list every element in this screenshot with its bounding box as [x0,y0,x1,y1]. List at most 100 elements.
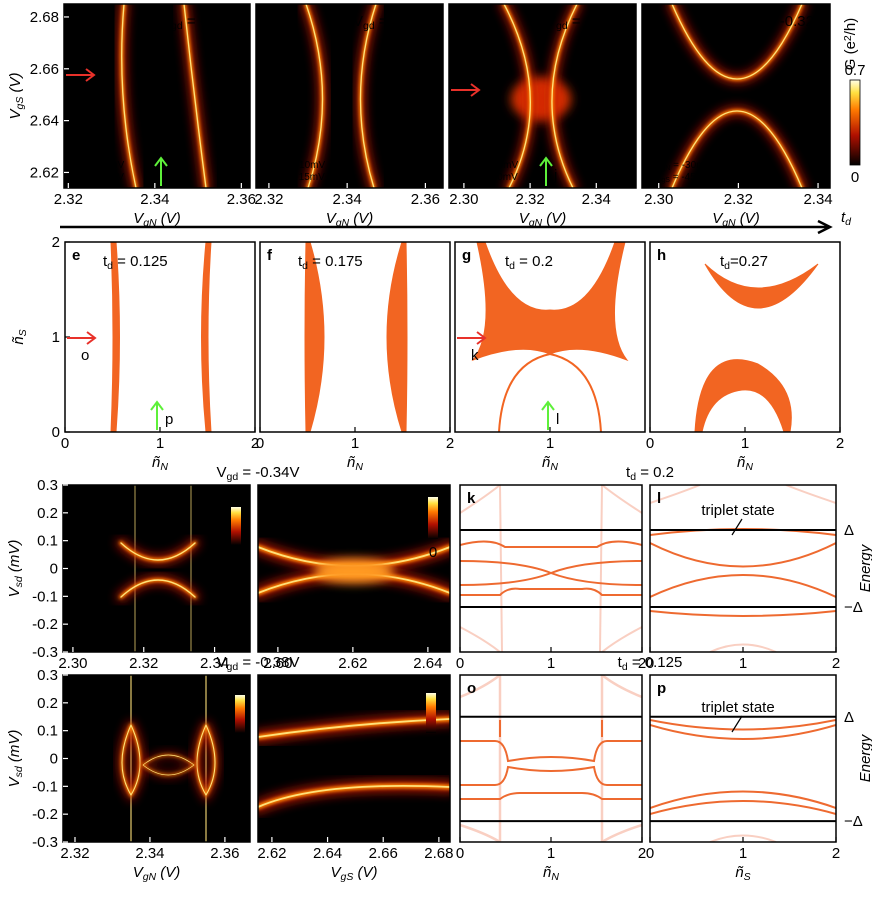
marker-label: i [461,67,464,84]
x-axis-label-part: V [133,210,145,227]
conductance-ridge [121,724,141,797]
y-tick-label: -0.2 [32,616,58,633]
marker-label: p [165,411,173,428]
x-axis-label: VgN (V) [133,864,181,883]
level-line [499,485,503,652]
panel-title-sub: gd [171,20,183,32]
panel-letter: h [657,247,666,264]
panel-title-part: = 0.175 [308,253,363,270]
x-tick-label: 2.62 [338,655,367,672]
plot-area [642,4,830,188]
plot-area [65,242,255,432]
panel-title-sub: gN [296,497,309,509]
x-axis-label-part: ñ [542,454,551,471]
annotation: triplet state [701,502,774,519]
level-line [460,765,642,786]
level-line [460,540,642,548]
colorbar-tick-label: 0 [427,736,435,753]
x-tick-label: 2 [832,845,840,862]
y-axis-label-part: V [6,585,23,597]
panel-title-part: = 2.656V [128,680,193,697]
x-tick-label: 2.32 [254,191,283,208]
level-line [650,542,836,568]
offset-note-sub: gS [275,177,284,184]
level-line [601,675,642,699]
colorbar-label: G (e2/h) [842,18,859,71]
plot-content [650,485,836,652]
panel-title-sub: d [302,260,308,272]
plot-area [256,4,443,188]
panel-letter: f [267,247,273,264]
x-axis-label-part: V [519,210,531,227]
marker-arrow [457,331,487,345]
level-line [460,626,501,652]
level-line [460,587,642,596]
x-axis-label: ñN [737,454,753,473]
panel-letter: e [72,247,80,264]
panel-letter: n [265,680,274,697]
x-axis-label-part: V [326,210,338,227]
state-label: 𝒟 [271,631,286,649]
y-axis-label-part: ñ [10,336,27,345]
level-line [460,740,642,763]
x-axis-label: VgS (V) [330,864,377,883]
x-tick-label: 2.30 [644,191,673,208]
x-tick-label: 2 [638,655,646,672]
x-tick-label: 2.30 [449,191,478,208]
state-label: 𝒟 [151,631,166,649]
colorbar-label: dI/dVsd (e2/h) [226,564,245,651]
y-axis-label-sub: sd [13,575,25,587]
panel-title-sub: gd [363,20,375,32]
marker-label: k [471,347,479,364]
y-axis-label: ñS [10,329,29,344]
region [471,242,629,362]
y-axis-label-part: V [7,108,24,120]
offset-note-part: ΔV [648,172,662,183]
x-axis-label-part: ñ [737,454,746,471]
colorbar-label-part: /h) [226,564,243,582]
x-tick-label: 0 [456,845,464,862]
x-tick-label: 0 [256,435,264,452]
x-axis-label: ñN [543,864,559,883]
colorbar-label-part: (e [226,587,243,605]
plot-content [304,242,408,432]
colorbar-label-sup: 2 [842,35,854,41]
panel-title: td = 0.125 [103,253,168,272]
panel-title-part: V [105,680,115,697]
y-axis-label-sub: gS [14,97,26,110]
panel-title-part: = -0.32V [763,13,824,30]
plot-area [64,4,250,188]
panel-header-sub: gd [227,471,239,483]
panel-letter: o [467,680,476,697]
x-tick-label: 2.36 [411,191,440,208]
panel: 0 1 2 Δ −Δ ñS Energy p td = 0.125 triplet state [618,654,872,883]
level-line [650,790,836,809]
x-tick-label: 1 [546,435,554,452]
annotation: triplet state [701,699,774,716]
y-tick-label: 2.68 [30,9,59,26]
plot-area [460,485,642,652]
level-line [785,485,836,504]
panel-header-part: = -0.34V [238,464,299,481]
panel-title: Vgd = -0.32V [741,13,824,32]
state-label: 𝒟 [271,821,286,839]
x-axis-label-part: V [712,210,724,227]
offset-note-sub: gN [468,165,477,172]
marker-label: m [80,84,93,101]
x-axis-label-part: (V) [736,210,760,227]
x-tick-label: 0 [646,655,654,672]
conductance-ridge [551,4,578,188]
offset-note-sub: gS [661,177,670,184]
state-label: 𝒟 [348,821,363,839]
panel-letter: d [649,9,658,26]
plot-content [650,715,836,842]
x-axis-label-part: (V) [157,210,181,227]
y-tick-label: 0 [50,561,58,578]
y-tick-label: -0.1 [32,778,58,795]
panel-title-sub: gd [751,20,763,32]
y-tick-label: 2.64 [30,113,59,130]
x-tick-label: 2.34 [333,191,362,208]
panel-title-part: t [720,253,725,270]
colorbar-tick-label: 0.4 [207,692,228,709]
